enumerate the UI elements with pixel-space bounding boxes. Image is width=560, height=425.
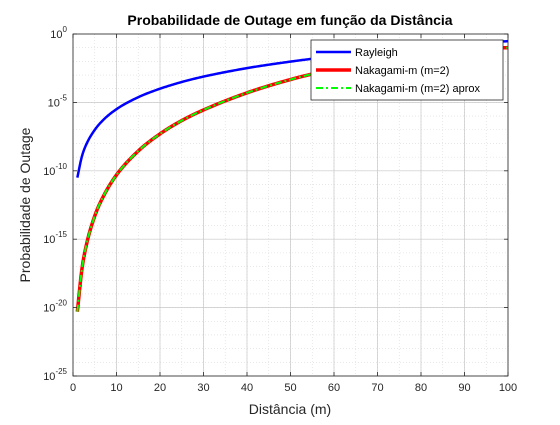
y-tick-label: 100 bbox=[50, 25, 67, 41]
y-tick-label: 10-15 bbox=[43, 230, 67, 246]
legend-entry: Nakagami-m (m=2) aprox bbox=[355, 83, 481, 95]
x-tick-label: 70 bbox=[371, 382, 383, 394]
x-tick-label: 40 bbox=[241, 382, 253, 394]
x-tick-label: 10 bbox=[110, 382, 122, 394]
x-tick-label: 90 bbox=[458, 382, 470, 394]
x-tick-label: 50 bbox=[284, 382, 296, 394]
y-tick-label: 10-5 bbox=[48, 93, 68, 109]
series-line-3 bbox=[76, 46, 509, 312]
y-axis-label: Probabilidade de Outage bbox=[17, 127, 33, 282]
x-tick-label: 0 bbox=[70, 382, 76, 394]
x-axis-label: Distância (m) bbox=[249, 401, 331, 417]
x-tick-label: 20 bbox=[154, 382, 166, 394]
legend-entry: Nakagami-m (m=2) bbox=[355, 65, 449, 77]
x-tick-label: 80 bbox=[415, 382, 427, 394]
y-tick-label: 10-25 bbox=[43, 367, 67, 383]
chart-title: Probabilidade de Outage em função da Dis… bbox=[127, 12, 452, 28]
y-tick-label: 10-10 bbox=[43, 162, 67, 178]
x-tick-label: 60 bbox=[328, 382, 340, 394]
tick-layer: 0 10 20 30 40 50 60 70 80 90 100 100 10-5 10-10 10-15 1… bbox=[43, 25, 517, 394]
y-tick-label: 10-20 bbox=[43, 299, 67, 315]
legend-entry: Rayleigh bbox=[355, 47, 398, 59]
x-tick-label: 100 bbox=[499, 382, 517, 394]
legend: Rayleigh Nakagami-m (m=2) Nakagami-m (m=2)… bbox=[310, 39, 504, 101]
x-tick-label: 30 bbox=[197, 382, 209, 394]
